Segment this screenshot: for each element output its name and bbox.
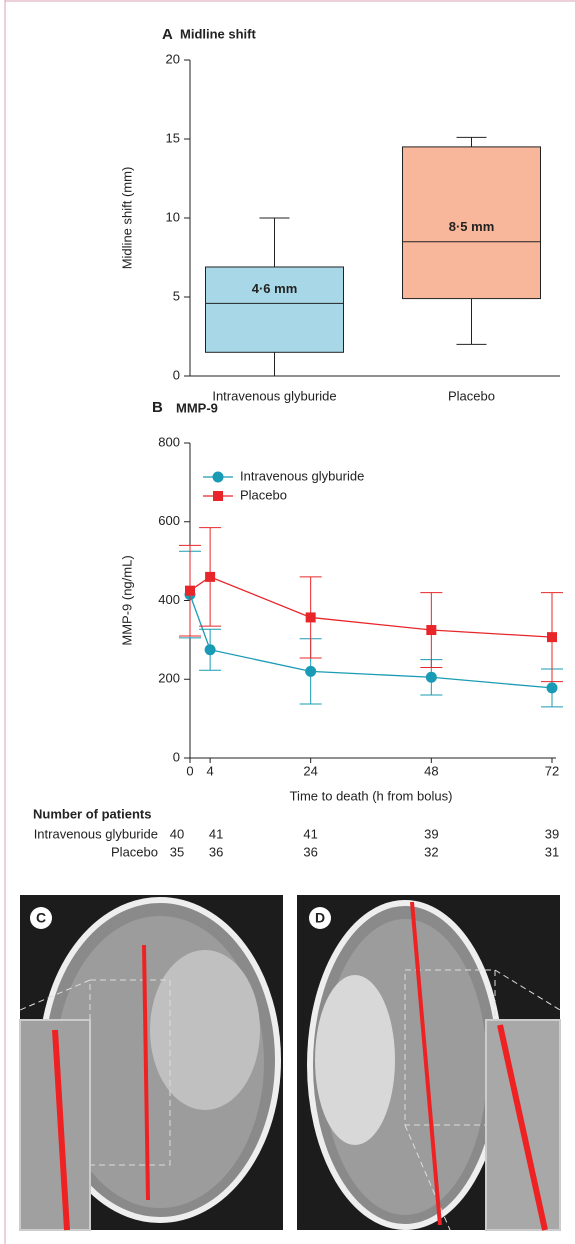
y-tick-label: 15 bbox=[166, 130, 180, 145]
point bbox=[305, 666, 316, 677]
median-label: 8·5 mm bbox=[449, 219, 495, 234]
x-tick-label: 4 bbox=[206, 763, 213, 778]
point bbox=[547, 682, 558, 693]
table-title: Number of patients bbox=[33, 806, 151, 821]
chart-title: Midline shift bbox=[180, 26, 257, 41]
point bbox=[205, 572, 215, 582]
legend-label: Intravenous glyburide bbox=[240, 468, 364, 483]
patient-count: 36 bbox=[209, 844, 223, 859]
y-tick-label: 0 bbox=[173, 367, 180, 382]
patient-count: 35 bbox=[170, 844, 184, 859]
y-tick-label: 400 bbox=[158, 592, 180, 607]
legend-marker bbox=[213, 491, 223, 501]
figure: A Midline shift B MMP-9 Number of patien… bbox=[0, 0, 575, 1244]
y-axis-label: Midline shift (mm) bbox=[119, 167, 134, 270]
y-tick-label: 5 bbox=[173, 288, 180, 303]
panel-label: B bbox=[152, 399, 163, 416]
y-tick-label: 200 bbox=[158, 671, 180, 686]
patient-count: 32 bbox=[424, 844, 438, 859]
image-label: C bbox=[36, 910, 46, 926]
mri-left bbox=[20, 895, 283, 1230]
patient-count: 41 bbox=[303, 826, 317, 841]
legend-label: Placebo bbox=[240, 487, 287, 502]
point bbox=[426, 672, 437, 683]
x-tick-label: Intravenous glyburide bbox=[212, 388, 336, 403]
x-tick-label: 24 bbox=[303, 763, 317, 778]
point bbox=[185, 586, 195, 596]
patient-count: 31 bbox=[545, 844, 559, 859]
point bbox=[306, 612, 316, 622]
row-label: Placebo bbox=[111, 844, 158, 859]
x-tick-label: 0 bbox=[186, 763, 193, 778]
x-axis-label: Time to death (h from bolus) bbox=[290, 788, 453, 803]
x-tick-label: 72 bbox=[545, 763, 559, 778]
series-line bbox=[190, 577, 552, 637]
row-label: Intravenous glyburide bbox=[34, 826, 158, 841]
y-tick-label: 20 bbox=[166, 51, 180, 66]
point bbox=[426, 625, 436, 635]
series-line bbox=[190, 595, 552, 688]
y-tick-label: 800 bbox=[158, 434, 180, 449]
patient-count: 39 bbox=[424, 826, 438, 841]
y-axis-label: MMP-9 (ng/mL) bbox=[119, 555, 134, 645]
patient-count: 36 bbox=[303, 844, 317, 859]
patient-count: 39 bbox=[545, 826, 559, 841]
image-label: D bbox=[315, 910, 325, 926]
patient-count: 40 bbox=[170, 826, 184, 841]
point bbox=[547, 632, 557, 642]
x-tick-label: Placebo bbox=[448, 388, 495, 403]
patient-count: 41 bbox=[209, 826, 223, 841]
median-label: 4·6 mm bbox=[252, 281, 298, 296]
y-tick-label: 10 bbox=[166, 209, 180, 224]
x-tick-label: 48 bbox=[424, 763, 438, 778]
y-tick-label: 0 bbox=[173, 749, 180, 764]
legend-marker bbox=[213, 472, 224, 483]
mri-right bbox=[297, 895, 560, 1230]
point bbox=[205, 644, 216, 655]
y-tick-label: 600 bbox=[158, 513, 180, 528]
panel-label: A bbox=[162, 26, 173, 43]
